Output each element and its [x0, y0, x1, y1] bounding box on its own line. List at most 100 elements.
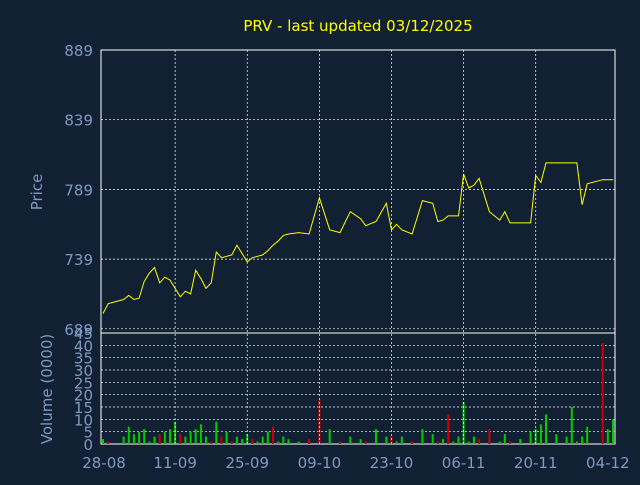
volume-bar	[205, 436, 207, 444]
volume-y-tick-label: 30	[74, 362, 93, 380]
volume-bar	[153, 436, 156, 444]
volume-bar	[575, 441, 578, 444]
volume-y-tick-label: 40	[74, 337, 93, 355]
price-plot-frame	[100, 49, 616, 334]
volume-bar	[297, 441, 300, 444]
volume-bar	[529, 431, 532, 444]
volume-bar	[570, 407, 573, 444]
volume-bar	[421, 429, 424, 444]
price-y-tick-label: 889	[64, 42, 93, 60]
volume-bar	[545, 414, 547, 444]
price-y-tick-label: 689	[64, 321, 93, 339]
volume-y-tick-label: 25	[74, 374, 93, 392]
volume-bar	[235, 436, 238, 444]
volume-bar	[199, 424, 202, 444]
volume-bar	[102, 439, 104, 444]
date-tick-label: 04-12	[586, 454, 630, 472]
date-tick-label: 23-10	[370, 454, 414, 472]
date-gridlines	[174, 50, 537, 444]
volume-bar	[581, 436, 584, 444]
volume-bar	[189, 431, 192, 444]
volume-bar	[612, 419, 614, 444]
date-tick-label: 11-09	[153, 454, 197, 472]
volume-bar	[472, 436, 475, 444]
date-tick-label: 06-11	[442, 454, 486, 472]
volume-y-tick-label: 35	[74, 350, 93, 368]
volume-bar	[308, 439, 311, 444]
price-y-tick-label: 789	[64, 181, 93, 199]
volume-axis-label: Volume (0000)	[38, 334, 56, 444]
volume-bar	[375, 429, 377, 444]
volume-bar	[143, 429, 146, 444]
volume-bar	[220, 436, 223, 444]
volume-bar	[395, 441, 398, 444]
volume-bar	[230, 441, 233, 444]
volume-bar	[174, 421, 177, 444]
volume-y-tick-label: 10	[74, 411, 93, 429]
volume-bar	[457, 436, 460, 444]
volume-y-tick-label: 45	[74, 325, 93, 343]
date-tick-labels: 28-08 11-09 25-09 09-10 23-10 06-11 20-11 04-12	[82, 454, 629, 472]
volume-bar	[127, 426, 130, 444]
volume-bar	[261, 436, 264, 444]
volume-bar	[339, 441, 341, 444]
volume-y-tick-label: 15	[74, 399, 93, 417]
volume-bar	[565, 436, 568, 444]
date-tick-label: 20-11	[514, 454, 558, 472]
date-tick-label: 28-08	[82, 454, 126, 472]
volume-gridlines	[101, 344, 615, 433]
volume-bar	[138, 431, 141, 444]
volume-bar	[359, 439, 362, 444]
volume-bar	[349, 436, 352, 444]
volume-bar	[256, 441, 259, 444]
volume-bar	[163, 431, 166, 444]
price-y-tick-label: 739	[64, 251, 93, 269]
volume-bars	[102, 342, 614, 444]
volume-bar	[251, 439, 254, 444]
volume-bar	[158, 434, 161, 444]
price-axis-label: Price	[28, 174, 46, 211]
volume-y-tick-label: 0	[83, 436, 93, 454]
volume-bar	[148, 441, 151, 444]
volume-y-tick-label: 5	[83, 424, 93, 442]
volume-bar	[132, 434, 135, 444]
chart-title: PRV - last updated 03/12/2025	[243, 17, 472, 35]
volume-bar	[184, 436, 187, 444]
volume-bar	[210, 441, 213, 444]
volume-bar	[328, 429, 331, 444]
price-series-line	[102, 162, 613, 314]
volume-bar	[498, 441, 501, 444]
volume-plot-frame	[100, 332, 616, 445]
volume-bar	[122, 436, 125, 444]
volume-bar	[215, 421, 218, 444]
volume-bar	[452, 441, 455, 444]
price-panel: 689 739 789 839 889 Price	[28, 42, 616, 339]
volume-bar	[467, 441, 470, 444]
volume-bar	[411, 441, 414, 444]
price-y-tick-label: 839	[64, 112, 93, 130]
volume-bar	[509, 441, 511, 444]
volume-bar	[266, 431, 269, 444]
volume-bar	[390, 436, 393, 444]
volume-bar	[169, 429, 171, 444]
volume-bar	[241, 439, 244, 444]
date-tick-label: 25-09	[225, 454, 269, 472]
volume-bar	[447, 414, 450, 444]
volume-bar	[534, 429, 537, 444]
volume-bar	[436, 441, 439, 444]
volume-bar	[194, 429, 197, 444]
volume-bar	[385, 436, 388, 444]
price-y-tick-labels: 689 739 789 839 889	[64, 42, 93, 339]
volume-bar	[539, 424, 542, 444]
volume-bar	[318, 399, 321, 444]
volume-bar	[606, 429, 609, 444]
volume-bar	[107, 441, 110, 444]
volume-bar	[282, 436, 285, 444]
volume-bar	[442, 439, 444, 444]
volume-bar	[272, 426, 274, 444]
volume-bar	[179, 434, 182, 444]
price-gridlines	[101, 119, 615, 330]
